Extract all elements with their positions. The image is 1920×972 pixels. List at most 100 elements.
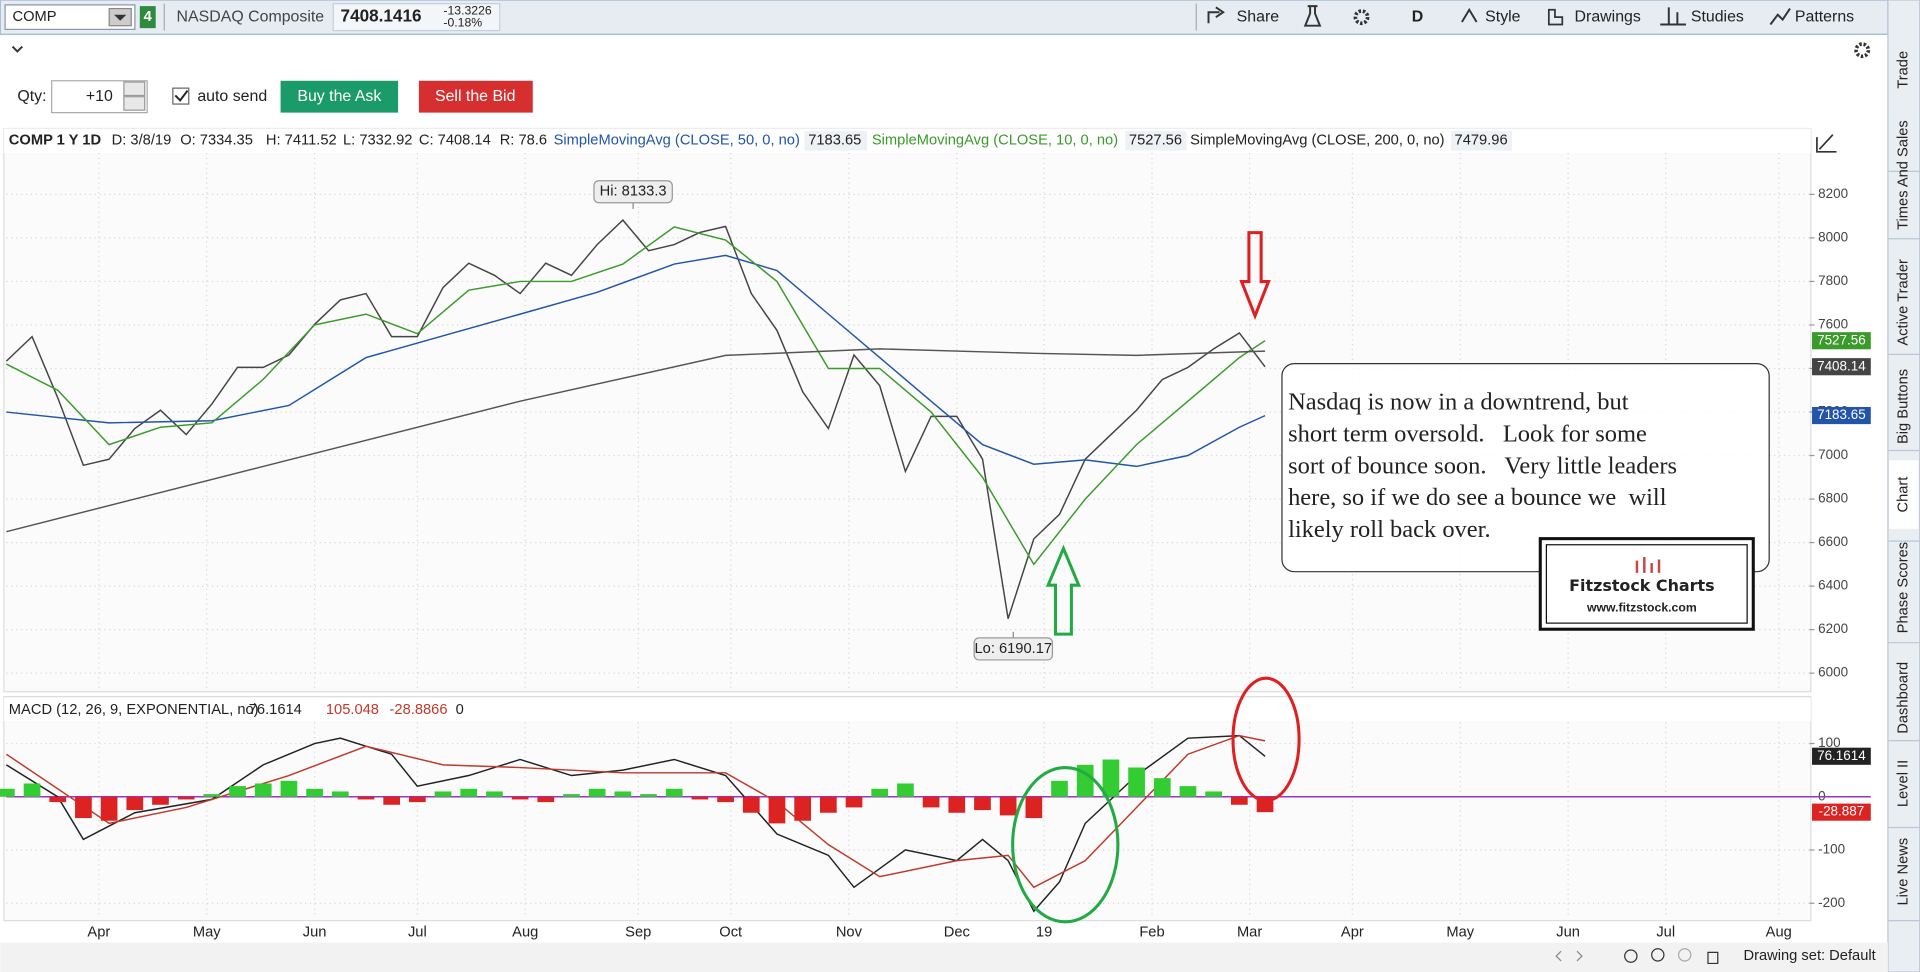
crosshair-icon[interactable] — [1624, 949, 1638, 963]
series-line — [5, 734, 1266, 889]
histogram-bar — [1153, 778, 1171, 797]
histogram-bar — [75, 796, 92, 819]
logo-icon — [1635, 557, 1661, 573]
histogram-bar — [460, 788, 478, 797]
chart-tool-icon[interactable] — [1816, 134, 1837, 153]
aggregation-button[interactable]: D — [1412, 8, 1424, 25]
buy-button[interactable] — [280, 80, 399, 113]
toolbar-right: Share D Style Drawings Studies Patterns — [1195, 3, 1854, 31]
drawings-button[interactable]: Drawings — [1575, 8, 1641, 25]
qty-up[interactable] — [123, 81, 146, 97]
auto-send-checkbox[interactable] — [172, 87, 190, 105]
badge-bg — [139, 6, 156, 29]
side-tab[interactable]: Times And Sales — [1896, 120, 1912, 230]
x-tick-label: Feb — [1139, 925, 1164, 941]
note-line: sort of bounce soon. Very little leaders — [1288, 452, 1677, 479]
y-tick-label: 8000 — [1818, 229, 1848, 244]
side-tab[interactable]: Trade — [1896, 51, 1912, 89]
histogram-bar — [0, 788, 15, 797]
x-tick-label: May — [1446, 925, 1474, 941]
y-tick-label: 6000 — [1818, 665, 1848, 680]
drawing-set[interactable]: Drawing set: Default — [1743, 948, 1875, 964]
checkmark — [174, 90, 189, 102]
value-box — [1125, 130, 1187, 151]
annotation-label: Hi: 8133.3 — [600, 184, 667, 200]
histogram-bar — [999, 796, 1017, 816]
price-tag-label: -28.887 — [1819, 804, 1865, 819]
pan-icon[interactable] — [1707, 951, 1719, 965]
header-close: C: 7408.14 — [419, 133, 491, 149]
share-button[interactable]: Share — [1237, 8, 1280, 25]
price-tag-label: 7183.65 — [1817, 407, 1866, 422]
x-tick-label: May — [193, 925, 221, 941]
histogram-bar — [229, 786, 246, 797]
buy-label[interactable]: Buy the Ask — [297, 88, 381, 105]
share-icon[interactable] — [1207, 6, 1225, 24]
drawings-icon[interactable] — [1547, 8, 1564, 26]
header-low: L: 7332.92 — [343, 133, 412, 149]
side-tab[interactable]: Big Buttons — [1896, 369, 1912, 444]
studies-button[interactable]: Studies — [1691, 8, 1744, 25]
collapse-chevron[interactable] — [11, 45, 23, 53]
histogram-bar — [1128, 767, 1145, 797]
histogram-bar — [23, 783, 41, 797]
histogram-bar — [717, 796, 734, 803]
price-header-items: COMP 1 Y 1D D: 3/8/19 O: 7334.35 H: 7411… — [9, 130, 1513, 151]
histogram-bar — [126, 796, 144, 811]
series-line — [6, 226, 1266, 566]
histogram-bar — [511, 796, 529, 800]
histogram-bar — [537, 796, 555, 803]
symbol[interactable]: COMP — [12, 9, 56, 25]
side-tab[interactable]: Level II — [1896, 760, 1912, 807]
price-tag — [1812, 358, 1871, 376]
zoom-out-icon[interactable] — [1677, 948, 1692, 962]
price-tag-label: 7527.56 — [1817, 332, 1866, 347]
side-tab[interactable]: Active Trader — [1896, 259, 1912, 346]
patterns-icon[interactable] — [1769, 8, 1791, 26]
macd-value: 76.1614 — [249, 702, 302, 718]
style-icon[interactable] — [1461, 7, 1478, 23]
annotation-label: Lo: 6190.17 — [974, 641, 1052, 657]
note-line: Nasdaq is now in a downtrend, but — [1288, 389, 1629, 416]
histogram-bar — [486, 791, 503, 797]
footer — [0, 942, 1888, 972]
value-box — [1450, 130, 1513, 151]
studies-icon[interactable] — [1660, 7, 1686, 26]
price-tag — [1812, 747, 1871, 765]
x-tick-label: Sep — [625, 925, 651, 941]
flask-icon[interactable] — [1303, 5, 1322, 27]
histogram-bar — [691, 796, 709, 800]
green-arrow — [1045, 544, 1082, 636]
histogram-bar — [383, 796, 401, 805]
side-tab[interactable]: Chart — [1896, 477, 1912, 513]
sell-button[interactable] — [418, 80, 533, 113]
settings-gear[interactable] — [1854, 42, 1871, 59]
side-tab[interactable]: Dashboard — [1896, 662, 1912, 734]
histogram-bar — [100, 796, 118, 821]
histogram-bar — [640, 794, 657, 797]
sell-label[interactable]: Sell the Bid — [435, 88, 515, 105]
x-tick-label: Dec — [944, 925, 970, 941]
toolbar — [0, 0, 1889, 35]
qty-down[interactable] — [123, 96, 146, 111]
side-tab[interactable]: Live News — [1896, 838, 1912, 906]
x-tick-label: Nov — [836, 925, 863, 941]
histogram-bar — [819, 796, 837, 813]
note-box — [1281, 362, 1770, 573]
histogram-bar — [49, 796, 67, 803]
y-tick-label: 0 — [1818, 788, 1825, 803]
badge: 4 — [144, 9, 153, 25]
patterns-button[interactable]: Patterns — [1795, 8, 1854, 25]
x-tick-label: Jun — [303, 925, 327, 941]
qty-value[interactable]: +10 — [86, 88, 113, 105]
auto-send-label[interactable]: auto send — [197, 88, 267, 105]
side-tab[interactable]: Phase Scores — [1896, 542, 1912, 633]
zoom-in-icon[interactable] — [1651, 948, 1665, 962]
scroll-arrows[interactable] — [1555, 950, 1583, 962]
qty-label: Qty: — [17, 88, 46, 105]
histogram-bar — [742, 796, 760, 813]
chart-title: COMP 1 Y 1D — [9, 133, 101, 149]
style-button[interactable]: Style — [1485, 8, 1521, 25]
header-range: R: 78.6 — [500, 133, 547, 149]
